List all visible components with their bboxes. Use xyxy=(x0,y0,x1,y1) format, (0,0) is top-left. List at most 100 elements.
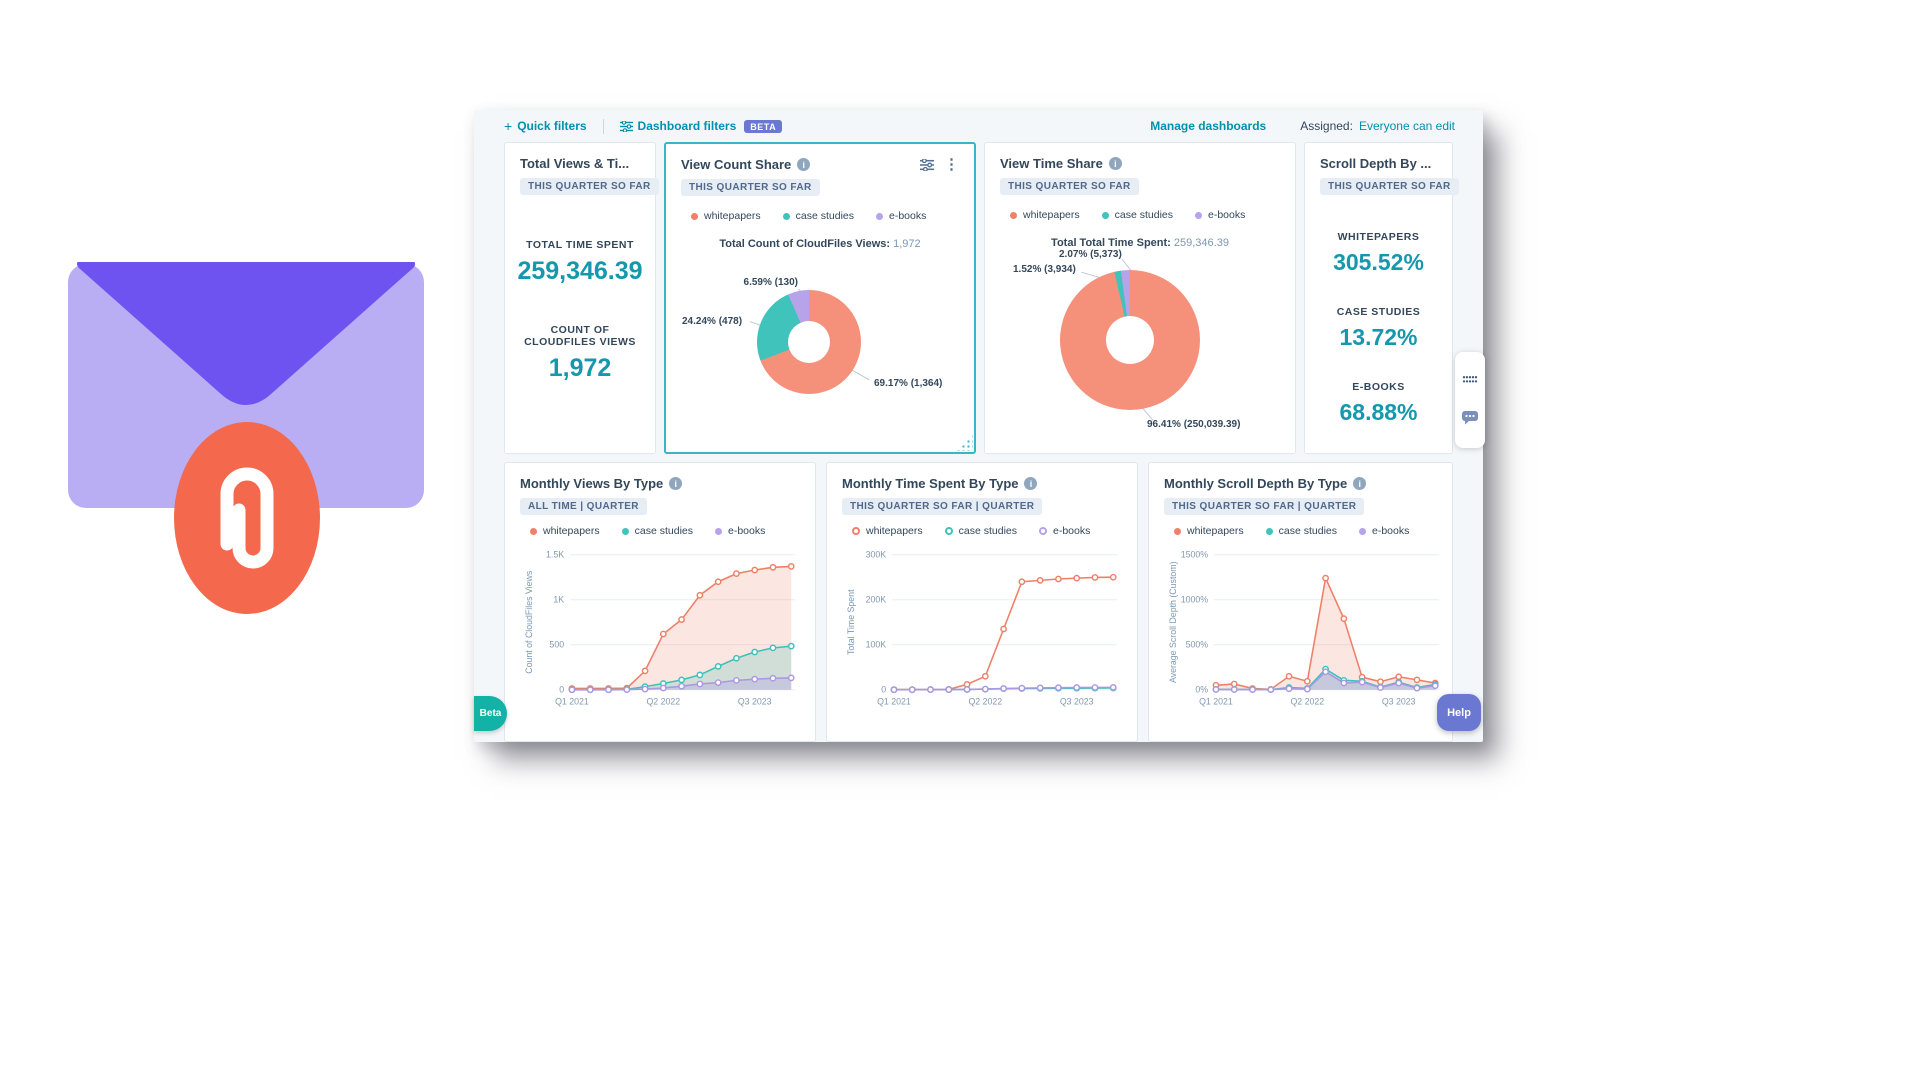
area-chart-monthly-views: 0 500 1K 1.5K Q1 2021 Q2 2022 Q3 2023 Count of … xyxy=(524,550,796,706)
legend-item[interactable]: whitepapers xyxy=(530,525,600,537)
metric-label: CASE STUDIES xyxy=(1336,306,1421,318)
legend-item[interactable]: e-books xyxy=(1359,525,1409,537)
legend-item[interactable]: whitepapers xyxy=(852,525,923,537)
pie-slice-label-ebooks: 2.07% (5,373) xyxy=(1059,249,1122,260)
svg-text:Q3 2023: Q3 2023 xyxy=(738,696,772,706)
svg-text:Q1 2021: Q1 2021 xyxy=(555,696,589,706)
legend-dot-case-studies xyxy=(1265,527,1273,535)
legend-item[interactable]: e-books xyxy=(1039,525,1090,537)
legend-dot-ebooks xyxy=(876,212,883,220)
help-button[interactable]: Help xyxy=(1437,694,1481,731)
pie-slice-label-ebooks: 6.59% (130) xyxy=(743,277,798,288)
assigned-value-link[interactable]: Everyone can edit xyxy=(1358,119,1455,133)
sliders-icon xyxy=(619,120,633,132)
pie-total: Total Count of CloudFiles Views: 1,972 xyxy=(719,238,921,250)
manage-dashboards-link[interactable]: Manage dashboards xyxy=(1150,119,1267,133)
svg-text:500: 500 xyxy=(549,640,564,650)
legend-item[interactable]: case studies xyxy=(621,525,693,537)
svg-text:Total Time Spent: Total Time Spent xyxy=(846,589,856,655)
metric-label: E-BOOKS xyxy=(1352,381,1405,393)
svg-text:1.5K: 1.5K xyxy=(546,550,564,560)
drag-dots-icon[interactable] xyxy=(1462,375,1478,384)
legend-ring-whitepapers xyxy=(852,527,860,535)
legend-dot-whitepapers xyxy=(1010,211,1017,219)
info-icon[interactable]: i xyxy=(669,477,683,490)
svg-text:Q2 2022: Q2 2022 xyxy=(646,696,680,706)
card-total-views: Total Views & Ti... THIS QUARTER SO FAR … xyxy=(504,142,659,454)
legend-dot-whitepapers xyxy=(691,212,698,220)
legend-item[interactable]: case studies xyxy=(1101,209,1173,221)
card-title: Monthly Scroll Depth By Type xyxy=(1164,476,1348,491)
card-title: Monthly Time Spent By Type xyxy=(842,476,1019,491)
info-icon[interactable]: i xyxy=(1353,477,1367,490)
svg-text:0: 0 xyxy=(881,685,886,695)
info-icon[interactable]: i xyxy=(797,158,811,171)
legend-dot-case-studies xyxy=(1101,211,1109,219)
svg-text:Q3 2023: Q3 2023 xyxy=(1060,696,1094,706)
legend-ring-case-studies xyxy=(944,527,953,535)
legend-item[interactable]: e-books xyxy=(1195,209,1245,221)
card-scroll-depth: Scroll Depth By ... THIS QUARTER SO FAR … xyxy=(1304,142,1459,454)
legend-dot-case-studies xyxy=(782,212,790,220)
info-icon[interactable]: i xyxy=(1024,477,1038,490)
dashboard-filters-button[interactable]: Dashboard filters xyxy=(619,119,736,133)
time-range-badge: THIS QUARTER SO FAR | QUARTER xyxy=(1164,498,1365,515)
pie-slice-label-case-studies: 1.52% (3,934) xyxy=(1013,264,1076,275)
resize-handle[interactable] xyxy=(956,434,973,451)
card-monthly-views: Monthly Views By Type i ALL TIME | QUART… xyxy=(504,462,816,742)
svg-text:Q3 2023: Q3 2023 xyxy=(1382,696,1416,706)
topbar-divider xyxy=(602,118,604,134)
line-chart-monthly-time: 0 100K 200K 300K Q1 2021 Q2 2022 Q3 2023 Total … xyxy=(846,550,1118,706)
legend-item[interactable]: e-books xyxy=(715,525,765,537)
card-view-count-share: View Count Share i ⋮ THIS QUARTER SO F xyxy=(664,142,976,454)
time-range-badge: ALL TIME | QUARTER xyxy=(520,498,647,515)
legend-item[interactable]: case studies xyxy=(782,210,854,222)
legend-item[interactable]: e-books xyxy=(876,210,926,222)
chart-legend: whitepapers case studies e-books xyxy=(842,525,1122,537)
card-filter-sliders-icon[interactable] xyxy=(920,158,934,171)
metric-value: 13.72% xyxy=(1339,324,1418,350)
svg-text:200K: 200K xyxy=(866,595,887,605)
metric-value: 68.88% xyxy=(1339,399,1418,425)
svg-text:Count of CloudFiles Views: Count of CloudFiles Views xyxy=(524,570,534,674)
chart-legend: whitepapers case studies e-books xyxy=(520,525,800,537)
legend-dot-case-studies xyxy=(621,527,629,535)
legend-item[interactable]: case studies xyxy=(944,525,1017,537)
card-title: Monthly Views By Type xyxy=(520,476,664,491)
donut-hole xyxy=(788,321,830,363)
legend-item[interactable]: case studies xyxy=(1265,525,1337,537)
legend-ring-ebooks xyxy=(1039,527,1047,535)
time-range-badge: THIS QUARTER SO FAR xyxy=(681,179,820,196)
metric-label: COUNT OF CLOUDFILES VIEWS xyxy=(524,324,636,348)
email-attachment-logo xyxy=(68,259,424,622)
dashboard-topbar: + Quick filters Dashboard filters xyxy=(474,110,1483,142)
legend-item[interactable]: whitepapers xyxy=(691,210,761,222)
paperclip-badge xyxy=(174,422,320,614)
legend-item[interactable]: whitepapers xyxy=(1174,525,1244,537)
svg-text:Q2 2022: Q2 2022 xyxy=(1290,696,1324,706)
assigned-label: Assigned: xyxy=(1300,119,1353,133)
quick-filters-button[interactable]: + Quick filters xyxy=(504,119,587,133)
svg-text:1500%: 1500% xyxy=(1181,550,1209,560)
pie-slice-label-case-studies: 24.24% (478) xyxy=(682,316,743,327)
chart-legend: whitepapers case studies e-books xyxy=(1164,525,1437,537)
card-title: Scroll Depth By ... xyxy=(1320,156,1432,171)
kebab-menu-icon[interactable]: ⋮ xyxy=(944,156,959,173)
card-monthly-scroll-depth: Monthly Scroll Depth By Type i THIS QUAR… xyxy=(1148,462,1453,742)
beta-pill[interactable]: Beta xyxy=(474,696,507,731)
metric-value: 1,972 xyxy=(548,354,612,382)
assigned-control: Assigned: Everyone can edit xyxy=(1300,119,1455,133)
info-icon[interactable]: i xyxy=(1108,157,1122,170)
svg-text:500%: 500% xyxy=(1186,640,1209,650)
plus-icon: + xyxy=(504,118,513,134)
legend-dot-ebooks xyxy=(1359,527,1366,535)
svg-text:Q2 2022: Q2 2022 xyxy=(968,696,1002,706)
comment-icon[interactable] xyxy=(1461,410,1479,425)
time-range-badge: THIS QUARTER SO FAR xyxy=(1320,178,1459,195)
beta-badge: BETA xyxy=(744,119,783,133)
metric-label: TOTAL TIME SPENT xyxy=(526,239,634,251)
donut-chart-view-count xyxy=(757,290,861,394)
time-range-badge: THIS QUARTER SO FAR xyxy=(1000,178,1139,195)
legend-item[interactable]: whitepapers xyxy=(1010,209,1080,221)
